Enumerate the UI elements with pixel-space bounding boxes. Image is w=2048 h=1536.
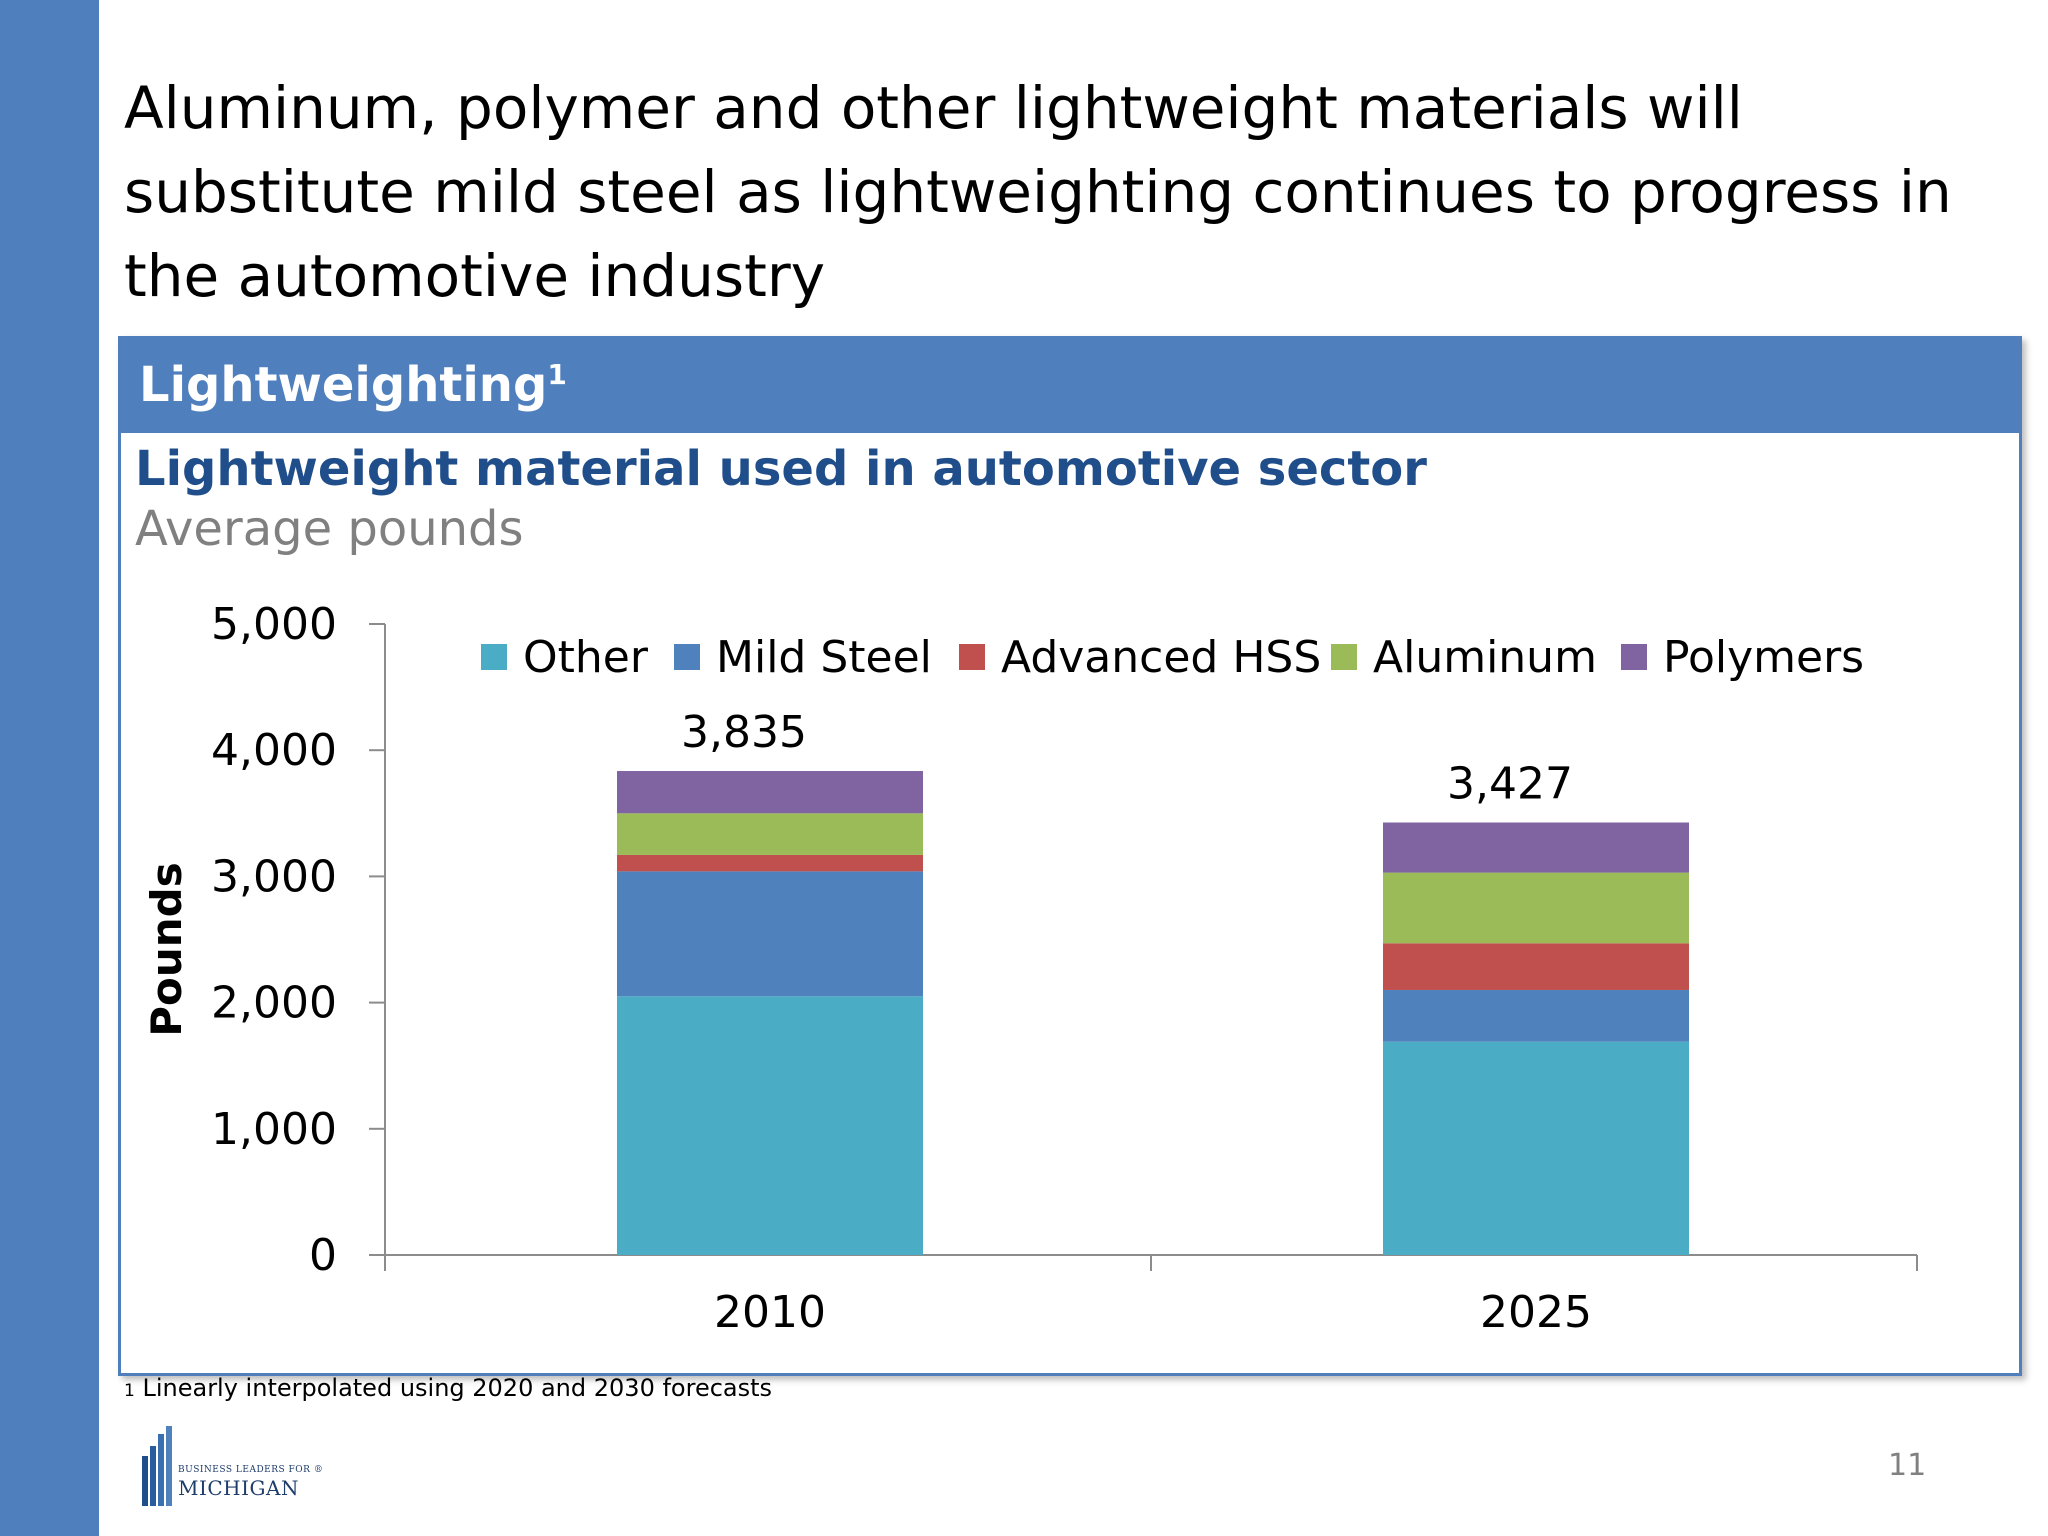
legend-swatch-aluminum: [1331, 644, 1357, 670]
legend-swatch-mild-steel: [674, 644, 700, 670]
legend-label-advanced-hss: Advanced HSS: [1001, 632, 1321, 683]
left-accent-stripe: [0, 0, 99, 1536]
legend-swatch-advanced-hss: [959, 644, 985, 670]
bar-other-2025: [1383, 1041, 1689, 1255]
logo-text-bottom: MICHIGAN: [178, 1476, 299, 1500]
logo-text-top: BUSINESS LEADERS FOR ®: [178, 1465, 324, 1475]
total-label-2010: 3,835: [681, 707, 807, 758]
chart-panel: Lightweighting1 Lightweight material use…: [118, 336, 2022, 1376]
y-axis-title: Pounds: [142, 862, 191, 1037]
legend-label-mild-steel: Mild Steel: [716, 632, 932, 683]
bar-other-2010: [617, 996, 923, 1255]
total-label-2025: 3,427: [1447, 759, 1573, 810]
bar-aluminum-2010: [617, 813, 923, 855]
logo-registered-mark: ®: [313, 1465, 324, 1475]
y-tick-label-4000: 4,000: [211, 725, 337, 776]
michigan-logo-icon: [142, 1426, 172, 1506]
bar-advanced-hss-2025: [1383, 943, 1689, 990]
chart-subtitle: Average pounds: [135, 501, 524, 557]
y-tick-label-3000: 3,000: [211, 851, 337, 902]
footnote-text: Linearly interpolated using 2020 and 203…: [142, 1374, 773, 1402]
stacked-bar-chart: 0 1,000 2,000 3,000 4,000 5,000 Pounds 3,835 201…: [142, 599, 1918, 1338]
y-tick-label-5000: 5,000: [211, 599, 337, 650]
page-number: 11: [1888, 1448, 1927, 1483]
panel-header: Lightweighting1: [121, 339, 2019, 433]
y-tick-label-0: 0: [309, 1230, 337, 1281]
legend-swatch-polymers: [1621, 644, 1647, 670]
legend-swatch-other: [481, 644, 507, 670]
panel-header-title: Lightweighting1: [139, 357, 567, 413]
footnote-marker: 1: [124, 1381, 135, 1401]
panel-header-footnote-ref: 1: [547, 358, 567, 391]
bar-advanced-hss-2010: [617, 854, 923, 872]
bar-mild-steel-2025: [1383, 989, 1689, 1042]
legend-label-aluminum: Aluminum: [1373, 632, 1597, 683]
chart-title: Lightweight material used in automotive …: [135, 441, 1427, 497]
legend-label-polymers: Polymers: [1663, 632, 1864, 683]
y-tick-label-2000: 2,000: [211, 978, 337, 1029]
bar-polymers-2025: [1383, 822, 1689, 873]
bar-aluminum-2025: [1383, 872, 1689, 944]
legend-label-other: Other: [523, 632, 649, 683]
slide-title: Aluminum, polymer and other lightweight …: [124, 74, 1952, 310]
x-tick-label-2025: 2025: [1480, 1287, 1592, 1338]
y-tick-label-1000: 1,000: [211, 1104, 337, 1155]
bar-polymers-2010: [617, 771, 923, 814]
footnote: 1 Linearly interpolated using 2020 and 2…: [124, 1374, 772, 1402]
x-tick-label-2010: 2010: [714, 1287, 826, 1338]
panel-header-label: Lightweighting: [139, 357, 548, 413]
bar-mild-steel-2010: [617, 871, 923, 997]
